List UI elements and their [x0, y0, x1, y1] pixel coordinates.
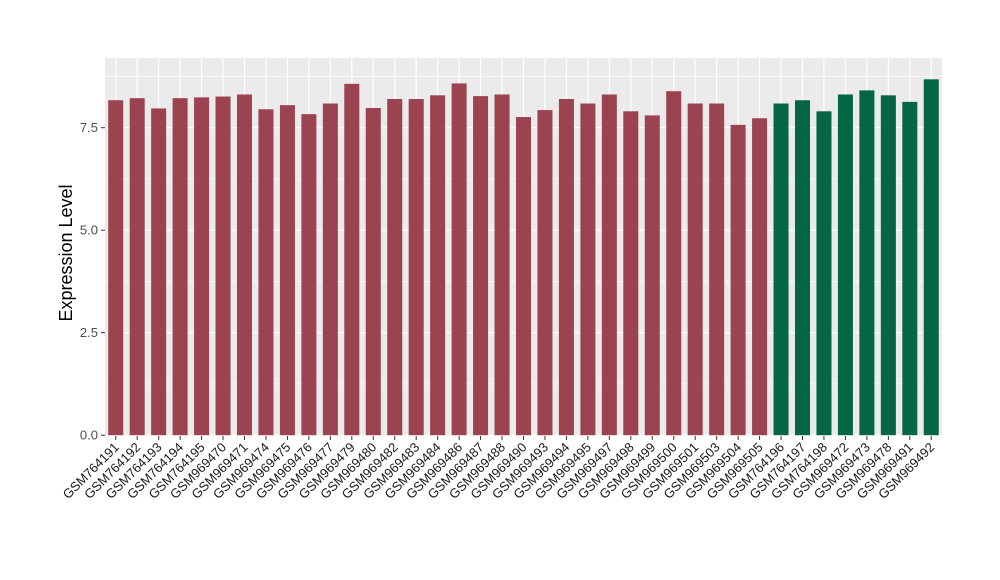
bar-series [108, 79, 939, 436]
bar-gsm764198 [816, 111, 832, 436]
bar-gsm764196 [773, 103, 789, 436]
bar-gsm969500 [666, 91, 682, 436]
bar-gsm969479 [344, 83, 360, 436]
bar-gsm969491 [902, 101, 918, 436]
bar-gsm969473 [859, 90, 875, 436]
y-axis: 0.0 2.5 5.0 7.5 [80, 120, 105, 443]
y-tick-label: 5.0 [80, 223, 98, 238]
bar-gsm969482 [387, 98, 403, 436]
bar-gsm969497 [601, 94, 617, 436]
bar-gsm969490 [515, 117, 532, 436]
bar-gsm969471 [236, 94, 253, 436]
bar-gsm969480 [365, 108, 381, 436]
bar-gsm969475 [279, 105, 295, 436]
bar-gsm969494 [558, 98, 574, 436]
bar-gsm764192 [129, 98, 145, 436]
y-tick-label: 0.0 [80, 428, 98, 443]
x-axis: GSM764191GSM764192GSM764193GSM764194GSM7… [60, 436, 937, 502]
bar-gsm969483 [408, 98, 424, 436]
bar-gsm969477 [322, 103, 338, 436]
bar-gsm764191 [108, 100, 124, 436]
bar-gsm969501 [687, 103, 703, 436]
bar-gsm969470 [215, 96, 231, 436]
bar-gsm764197 [794, 100, 811, 436]
y-tick-label: 7.5 [80, 120, 98, 135]
bar-gsm969484 [430, 95, 446, 436]
bar-gsm969476 [301, 114, 317, 436]
y-axis-title: Expression Level [56, 184, 76, 321]
bar-gsm969498 [623, 111, 639, 436]
bar-gsm969499 [644, 115, 660, 436]
bar-gsm764195 [194, 97, 210, 436]
bar-gsm969492 [923, 79, 939, 436]
bar-gsm969487 [473, 96, 489, 436]
bar-gsm969474 [258, 109, 274, 436]
bar-gsm969505 [752, 118, 768, 436]
bar-gsm969504 [730, 124, 746, 436]
bar-gsm969493 [537, 110, 553, 436]
bar-gsm969503 [709, 103, 725, 436]
bar-gsm764193 [151, 108, 167, 436]
bar-gsm969478 [880, 95, 896, 436]
bar-gsm969486 [451, 83, 467, 436]
y-tick-label: 2.5 [80, 325, 98, 340]
bar-gsm764194 [172, 98, 188, 436]
bar-gsm969488 [494, 94, 510, 436]
bar-gsm969472 [837, 94, 853, 436]
bar-gsm969495 [580, 103, 596, 436]
